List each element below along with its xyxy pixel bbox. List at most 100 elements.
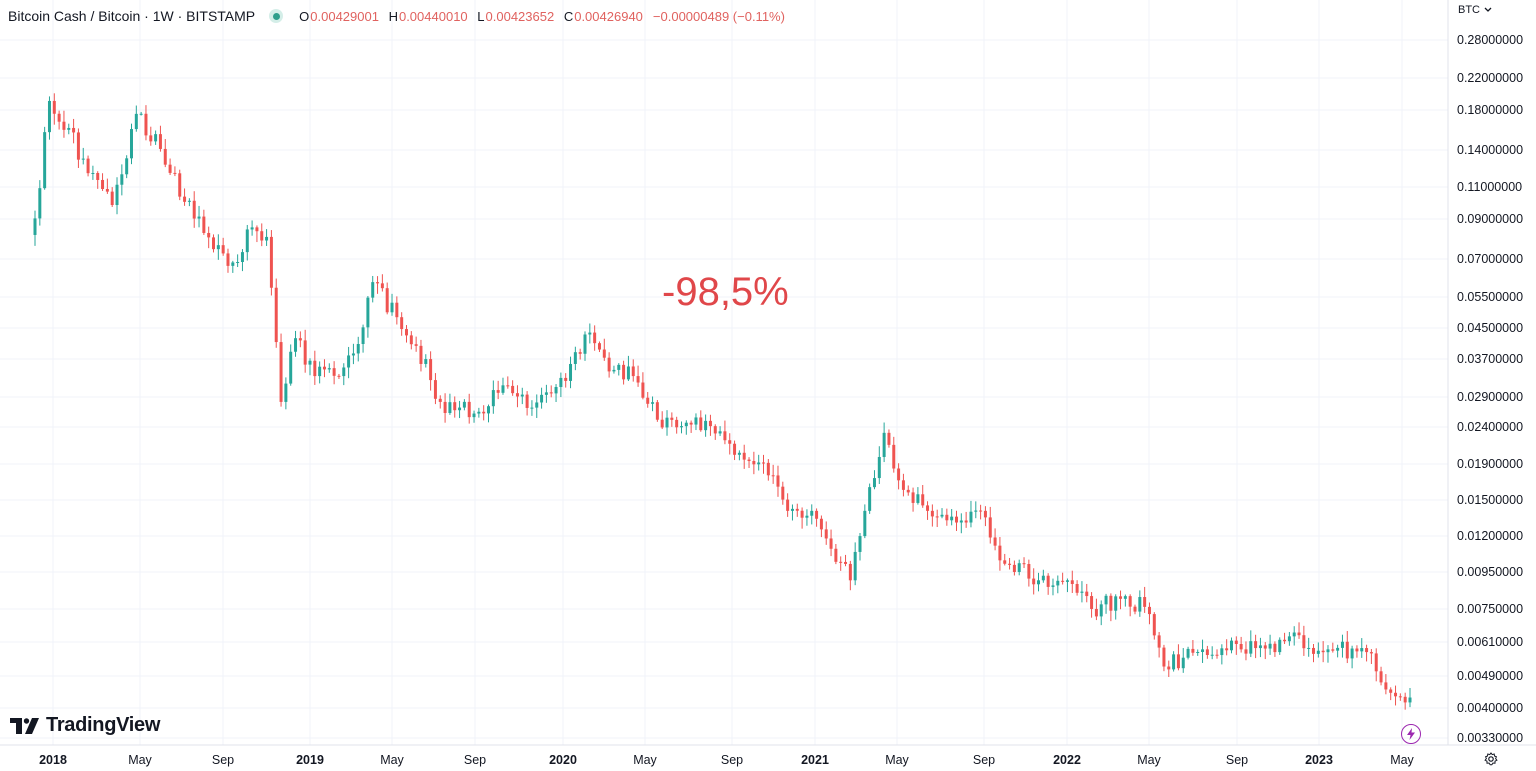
candle-body xyxy=(1205,649,1209,656)
candle-body xyxy=(935,516,939,518)
candle-body xyxy=(1239,643,1243,650)
candle-body xyxy=(723,431,727,441)
time-axis[interactable]: 2018 May Sep 2019 May Sep 2020 May Sep 2021 May Sep… xyxy=(39,753,1414,767)
candle-body xyxy=(1340,641,1344,648)
price-axis[interactable]: 0.28000000 0.22000000 0.18000000 0.14000000… xyxy=(1457,33,1523,745)
candle-body xyxy=(134,113,138,130)
candle-body xyxy=(308,360,312,365)
candle-body xyxy=(1258,645,1262,649)
candle-body xyxy=(318,366,322,377)
candle-body xyxy=(1070,580,1074,585)
candle-body xyxy=(1365,648,1369,653)
candle-body xyxy=(342,367,346,377)
candle-body xyxy=(786,499,790,511)
candle-body xyxy=(390,302,394,313)
candle-body xyxy=(800,510,804,518)
gear-icon[interactable] xyxy=(1484,752,1498,766)
candle-body xyxy=(385,288,389,313)
candle-body xyxy=(699,417,703,431)
change-annotation[interactable]: -98,5% xyxy=(662,270,789,314)
symbol-title[interactable]: Bitcoin Cash / Bitcoin · 1W · BITSTAMP xyxy=(8,8,256,24)
candle-body xyxy=(1384,682,1388,690)
candle-body xyxy=(462,401,466,408)
candle-body xyxy=(597,343,601,350)
candle-body xyxy=(525,394,529,408)
candle-body xyxy=(771,475,775,477)
candle-body xyxy=(250,227,254,230)
close-label: C xyxy=(563,8,574,24)
candle-body xyxy=(829,538,833,549)
price-tick-label: 0.00750000 xyxy=(1457,602,1523,616)
price-tick-label: 0.28000000 xyxy=(1457,33,1523,47)
candle-body xyxy=(573,352,577,364)
price-tick-label: 0.11000000 xyxy=(1457,180,1522,194)
price-tick-label: 0.01200000 xyxy=(1457,529,1523,543)
market-status-icon[interactable] xyxy=(269,9,284,23)
candle-body xyxy=(433,380,437,399)
candle-body xyxy=(1041,575,1045,581)
candle-body xyxy=(1056,580,1060,586)
candle-body xyxy=(921,494,925,506)
candle-body xyxy=(120,174,124,185)
time-tick-label: Sep xyxy=(212,753,234,767)
candle-body xyxy=(998,545,1002,561)
low-value: 0.00423652 xyxy=(485,8,555,24)
price-tick-label: 0.01500000 xyxy=(1457,493,1523,507)
candle-body xyxy=(670,417,674,420)
time-tick-label: May xyxy=(633,753,657,767)
price-tick-label: 0.14000000 xyxy=(1457,143,1523,157)
candle-body xyxy=(1065,580,1069,582)
chevron-down-icon xyxy=(1484,7,1492,13)
candle-body xyxy=(472,413,476,418)
candle-body xyxy=(419,345,423,364)
candle-body xyxy=(298,338,302,341)
candle-body xyxy=(76,132,80,160)
candle-body xyxy=(993,537,997,546)
candle-body xyxy=(178,173,182,197)
candle-body xyxy=(1350,648,1354,659)
candle-body xyxy=(1017,563,1021,572)
candle-body xyxy=(429,359,433,381)
candle-body xyxy=(684,422,688,427)
candle-body xyxy=(245,229,249,253)
candle-body xyxy=(1138,597,1142,612)
price-tick-label: 0.18000000 xyxy=(1457,103,1523,117)
tradingview-logo[interactable]: TradingView xyxy=(10,714,160,737)
candle-body xyxy=(110,191,114,206)
high-label: H xyxy=(388,8,398,24)
candle-body xyxy=(1389,689,1393,693)
lightning-icon[interactable] xyxy=(1401,724,1421,744)
price-tick-label: 0.00950000 xyxy=(1457,565,1523,579)
candle-body xyxy=(1307,647,1311,649)
candle-body xyxy=(1374,653,1378,672)
candle-body xyxy=(834,548,838,562)
time-tick-label: 2023 xyxy=(1305,753,1333,767)
candle-body xyxy=(1027,564,1031,579)
candle-body xyxy=(1167,666,1171,670)
candle-body xyxy=(361,327,365,345)
candle-body xyxy=(1046,575,1050,587)
open-label: O xyxy=(299,8,310,24)
candle-body xyxy=(911,492,915,503)
candle-body xyxy=(1263,645,1267,649)
currency-selector[interactable]: BTC xyxy=(1458,4,1492,16)
candle-body xyxy=(380,283,384,289)
candle-body xyxy=(544,392,548,395)
candle-body xyxy=(1012,564,1016,572)
candle-body xyxy=(183,196,187,202)
candle-body xyxy=(520,394,524,397)
candle-body xyxy=(737,452,741,455)
candle-body xyxy=(202,216,206,233)
candle-body xyxy=(824,529,828,539)
candle-body xyxy=(1326,649,1330,653)
time-tick-label: Sep xyxy=(721,753,743,767)
candle-body xyxy=(1369,652,1373,654)
candle-body xyxy=(294,338,298,352)
candle-body xyxy=(395,302,399,318)
candle-body xyxy=(583,334,587,354)
price-tick-label: 0.22000000 xyxy=(1457,71,1523,85)
candle-body xyxy=(665,417,669,428)
price-tick-label: 0.09000000 xyxy=(1457,212,1523,226)
candle-body xyxy=(708,420,712,427)
